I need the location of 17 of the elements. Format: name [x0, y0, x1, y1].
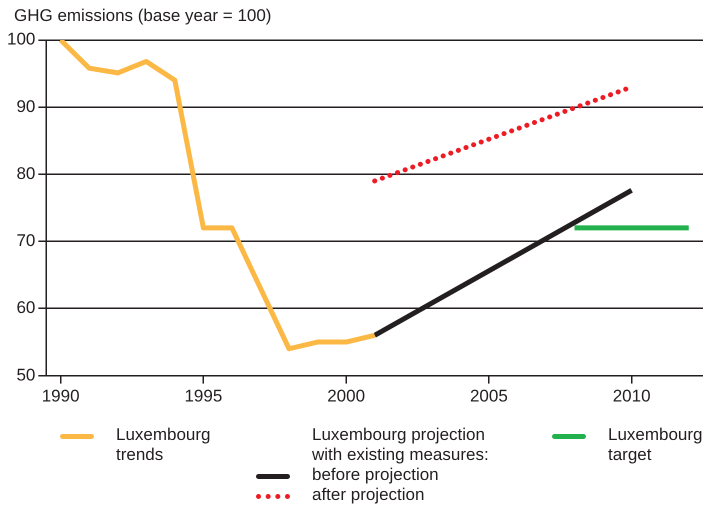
y-tick-label: 80 [16, 164, 36, 183]
legend-label: Luxembourg trends [116, 425, 212, 465]
y-axis-title: GHG emissions (base year = 100) [14, 6, 272, 26]
x-tick-label: 2005 [470, 386, 508, 406]
legend-title: Luxembourg projection with existing measures: [311, 425, 490, 465]
y-tick-label: 50 [16, 365, 36, 384]
legend-label: after projection [312, 485, 424, 505]
y-tick-label: 60 [16, 298, 36, 318]
x-tick-label: 1990 [42, 386, 80, 406]
y-tick-label: 70 [16, 231, 36, 250]
legend-label: Luxembourg target [608, 425, 703, 465]
x-tick-label: 2010 [612, 386, 651, 406]
x-tick-label: 1995 [184, 386, 222, 406]
legend-label: before projection [312, 465, 439, 485]
y-tick-label: 90 [16, 96, 36, 116]
x-tick-label: 2000 [327, 386, 366, 406]
y-tick-label: 100 [6, 30, 36, 49]
